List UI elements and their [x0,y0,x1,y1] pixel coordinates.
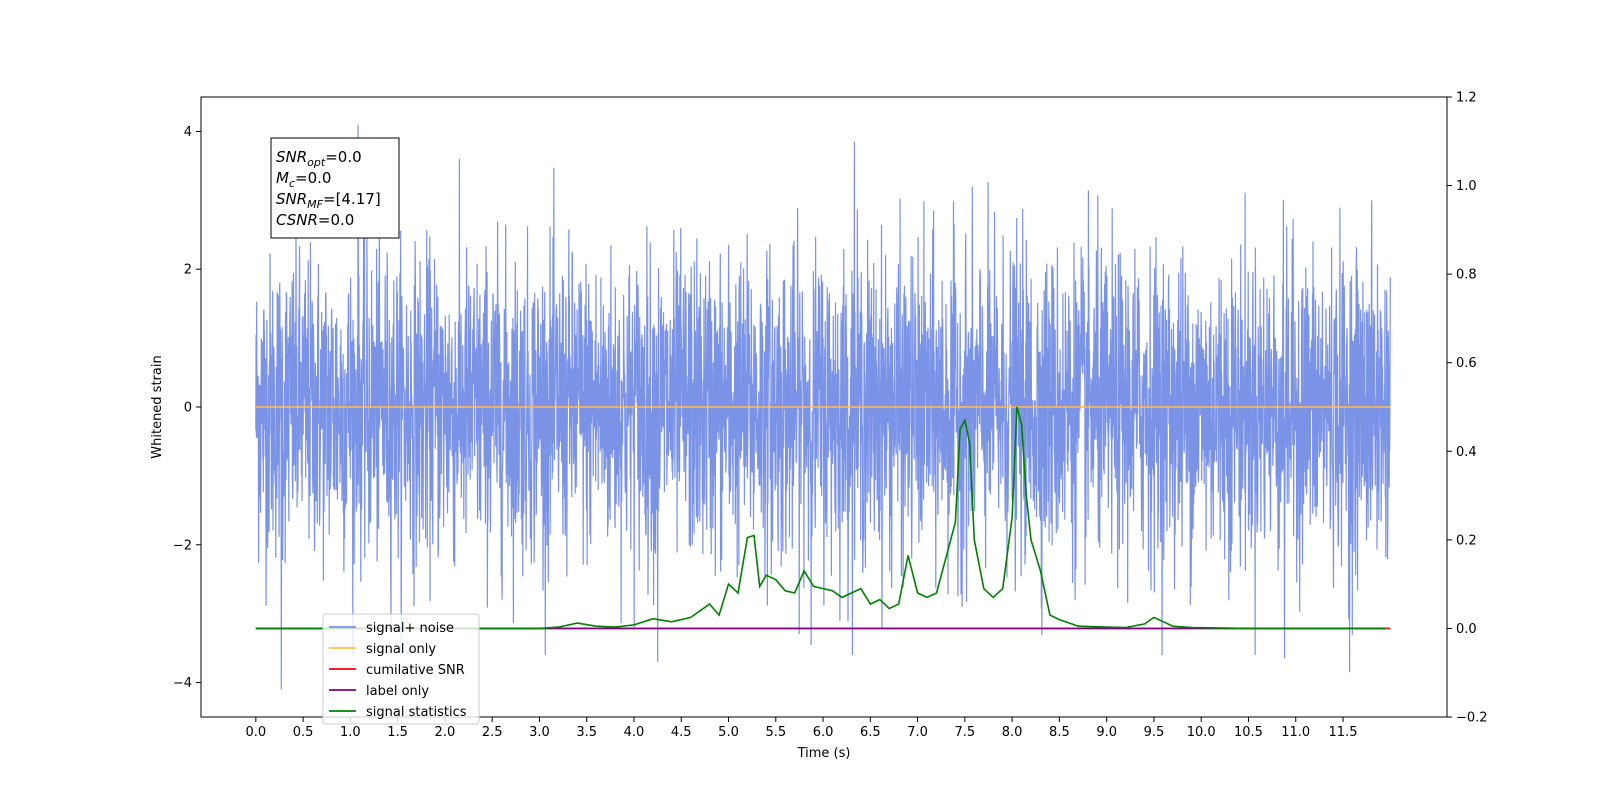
annotation-line: SNRMF=[4.17] [276,190,381,211]
annotation-line: Mc=0.0 [276,169,331,190]
legend: signal+ noise signal only cumilative SNR la… [322,613,480,725]
x-tick-label: 7.5 [955,725,976,740]
x-tick-label: 4.5 [671,725,692,740]
legend-entry: signal+ noise [366,621,454,636]
y-tick-label: −2 [173,538,192,553]
y-axis-right: −0.2 0.0 0.2 0.4 0.6 0.8 1.0 1.2 [1447,91,1488,726]
y2-tick-label: 0.4 [1456,445,1477,460]
x-tick-label: 11.5 [1329,725,1358,740]
x-tick-label: 5.5 [765,725,786,740]
x-tick-label: 0.0 [245,725,266,740]
annotation-line: CSNR=0.0 [276,211,354,229]
x-tick-label: 9.0 [1096,725,1117,740]
x-tick-label: 10.5 [1234,725,1263,740]
y2-tick-label: 1.0 [1456,179,1477,194]
y2-tick-label: 0.0 [1456,622,1477,637]
x-tick-label: 8.5 [1049,725,1070,740]
x-tick-label: 1.0 [340,725,361,740]
legend-entry: label only [366,684,429,699]
x-axis: 0.0 0.5 1.0 1.5 2.0 2.5 3.0 3.5 4.0 4.5 5.0 5.5 6.0 6… [245,717,1357,740]
x-tick-label: 6.5 [860,725,881,740]
x-tick-label: 2.0 [435,725,456,740]
y2-tick-label: 0.2 [1456,533,1477,548]
y-tick-label: −4 [173,676,192,691]
x-tick-label: 0.5 [293,725,314,740]
x-tick-label: 5.0 [718,725,739,740]
series-line-signal-statistics [255,406,1386,630]
series-line-signal-noise [255,124,1391,690]
annotation-line: SNRopt=0.0 [276,148,362,169]
y2-tick-label: 0.6 [1456,356,1477,371]
x-axis-label: Time (s) [797,746,851,761]
y2-tick-label: 1.2 [1456,91,1477,106]
x-tick-label: 7.0 [907,725,928,740]
x-tick-label: 10.0 [1187,725,1216,740]
x-tick-label: 3.5 [576,725,597,740]
plot-area [255,124,1391,690]
x-tick-label: 9.5 [1144,725,1165,740]
x-tick-label: 6.0 [813,725,834,740]
x-tick-label: 3.0 [529,725,550,740]
x-tick-label: 8.0 [1002,725,1023,740]
x-tick-label: 2.5 [482,725,503,740]
x-tick-label: 11.0 [1281,725,1310,740]
legend-frame [322,613,480,725]
x-tick-label: 4.0 [624,725,645,740]
y2-tick-label: 0.8 [1456,268,1477,283]
y-axis-label: Whitened strain [150,355,165,458]
legend-entry: signal statistics [366,705,467,720]
annotation-frame [270,137,400,239]
y-tick-label: 4 [184,125,192,140]
legend-entry: cumilative SNR [366,663,465,678]
y-tick-label: 2 [184,263,192,278]
y-tick-label: 0 [184,401,192,416]
y-axis-left: −4 −2 0 2 4 [173,125,201,691]
y2-tick-label: −0.2 [1456,711,1488,726]
legend-entry: signal only [366,642,436,657]
x-tick-label: 1.5 [387,725,408,740]
